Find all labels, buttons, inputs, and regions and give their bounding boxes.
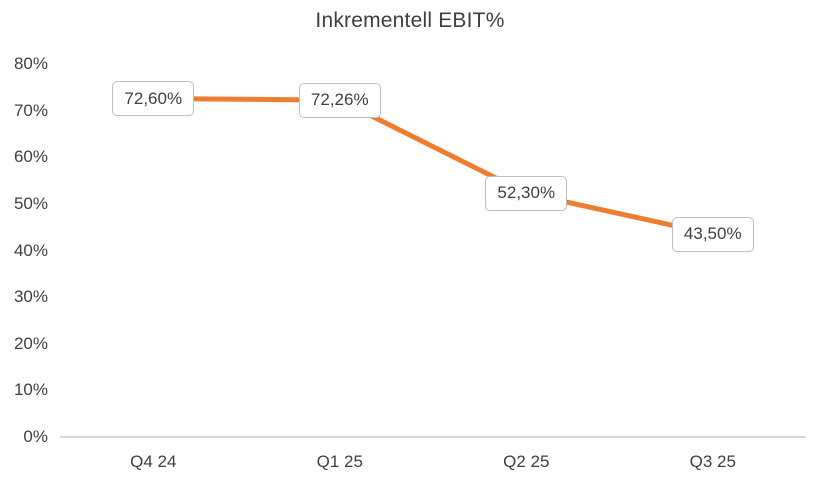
data-label: 72,26% [298,82,381,118]
x-tick-label: Q1 25 [316,452,363,471]
y-tick-label: 80% [13,54,48,73]
x-tick-label: Q4 24 [130,452,177,471]
data-label: 43,50% [671,216,754,252]
y-tick-label: 60% [13,147,48,167]
y-tick-label: 40% [13,240,48,260]
y-tick-label: 20% [13,333,48,353]
data-label: 52,30% [485,175,568,211]
y-tick-label: 70% [13,100,48,120]
x-tick-label: Q2 25 [503,452,550,471]
series-line [150,96,716,237]
x-tick-label: Q3 25 [689,452,736,471]
y-tick-label: 30% [13,287,48,307]
y-tick-label: 50% [13,193,48,213]
y-tick-label: 0% [23,427,48,446]
y-tick-label: 10% [13,380,48,400]
chart-title: Inkrementell EBIT% [315,9,505,32]
data-label: 72,60% [112,81,195,116]
